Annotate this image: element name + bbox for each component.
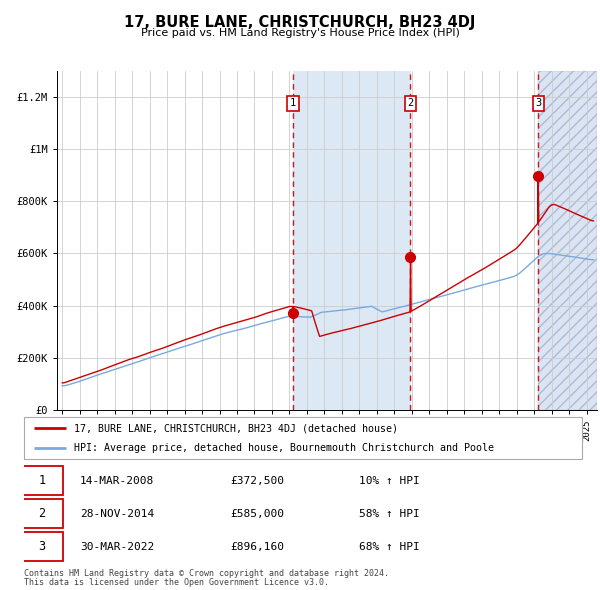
FancyBboxPatch shape [21, 466, 63, 495]
Text: 28-NOV-2014: 28-NOV-2014 [80, 509, 154, 519]
Text: 1: 1 [38, 474, 46, 487]
Text: 3: 3 [535, 99, 542, 109]
FancyBboxPatch shape [21, 532, 63, 561]
Bar [538, 71, 597, 410]
FancyBboxPatch shape [21, 499, 63, 528]
Text: 14-MAR-2008: 14-MAR-2008 [80, 476, 154, 486]
Text: 1: 1 [290, 99, 296, 109]
Text: 3: 3 [38, 540, 46, 553]
Text: 17, BURE LANE, CHRISTCHURCH, BH23 4DJ (detached house): 17, BURE LANE, CHRISTCHURCH, BH23 4DJ (d… [74, 423, 398, 433]
Text: 17, BURE LANE, CHRISTCHURCH, BH23 4DJ: 17, BURE LANE, CHRISTCHURCH, BH23 4DJ [124, 15, 476, 30]
Text: 10% ↑ HPI: 10% ↑ HPI [359, 476, 419, 486]
Text: £896,160: £896,160 [230, 542, 284, 552]
Text: This data is licensed under the Open Government Licence v3.0.: This data is licensed under the Open Gov… [24, 578, 329, 587]
Text: 2: 2 [407, 99, 413, 109]
Text: 58% ↑ HPI: 58% ↑ HPI [359, 509, 419, 519]
Text: HPI: Average price, detached house, Bournemouth Christchurch and Poole: HPI: Average price, detached house, Bour… [74, 442, 494, 453]
Text: 30-MAR-2022: 30-MAR-2022 [80, 542, 154, 552]
Bar [293, 71, 410, 410]
Text: £585,000: £585,000 [230, 509, 284, 519]
Text: 68% ↑ HPI: 68% ↑ HPI [359, 542, 419, 552]
FancyBboxPatch shape [24, 417, 582, 459]
Text: Price paid vs. HM Land Registry's House Price Index (HPI): Price paid vs. HM Land Registry's House … [140, 28, 460, 38]
Text: £372,500: £372,500 [230, 476, 284, 486]
Text: Contains HM Land Registry data © Crown copyright and database right 2024.: Contains HM Land Registry data © Crown c… [24, 569, 389, 578]
Text: 2: 2 [38, 507, 46, 520]
